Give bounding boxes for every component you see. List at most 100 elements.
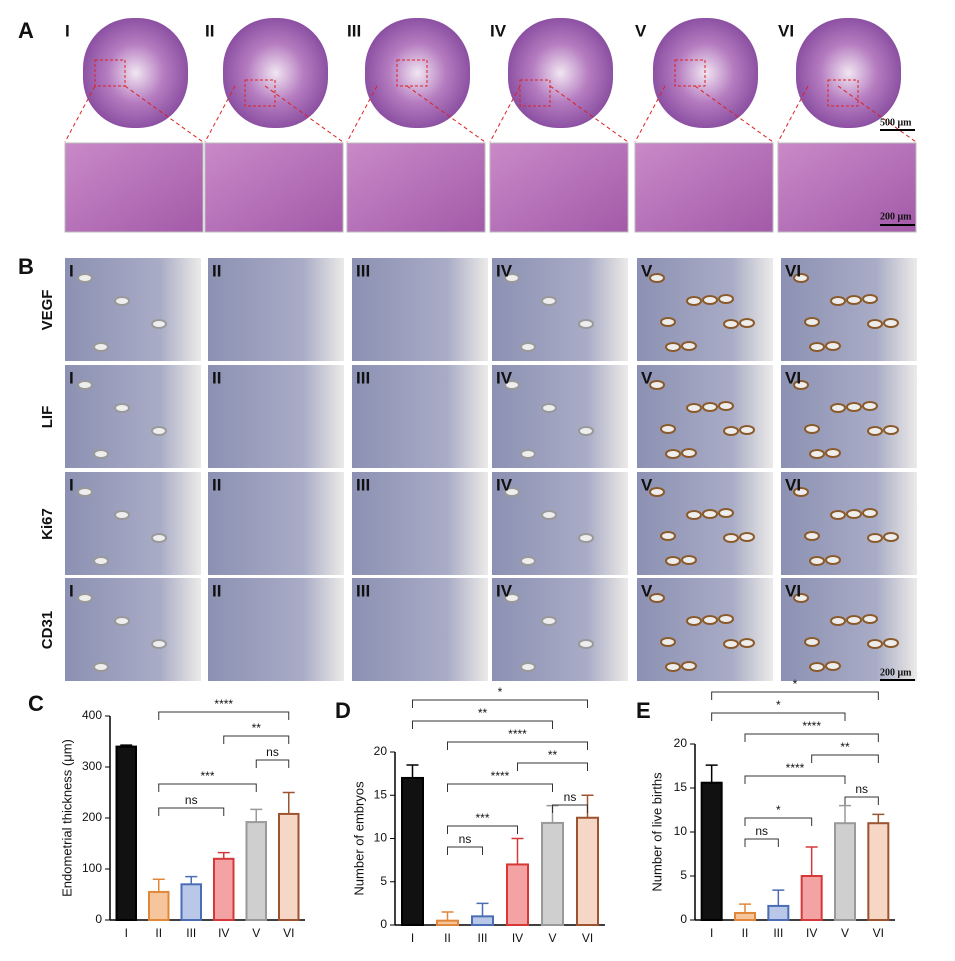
gland	[702, 295, 718, 305]
gland	[883, 318, 899, 328]
x-tick-label: III	[773, 926, 783, 940]
he-overview	[796, 18, 901, 128]
group-label: V	[635, 21, 647, 40]
y-tick-label: 20	[374, 744, 388, 758]
significance-bracket	[223, 735, 290, 744]
significance-label: ****	[786, 761, 805, 775]
gland	[739, 425, 755, 435]
significance-bracket	[158, 711, 290, 720]
gland	[93, 342, 109, 352]
gland	[793, 380, 809, 390]
error-bar	[441, 911, 454, 921]
zoom-line	[204, 85, 236, 143]
gland	[825, 661, 841, 671]
gland	[151, 319, 167, 329]
bar	[834, 822, 856, 922]
inset-box	[674, 59, 706, 87]
x-tick-label: VI	[582, 931, 593, 945]
x-tick-label: III	[477, 931, 487, 945]
gland	[723, 426, 739, 436]
gland	[867, 319, 883, 329]
y-tick-label: 0	[680, 912, 687, 926]
gland	[809, 556, 825, 566]
gland	[649, 487, 665, 497]
error-bar	[406, 764, 419, 778]
inset-box	[94, 59, 126, 87]
bar	[767, 904, 790, 921]
he-zoom	[346, 142, 486, 233]
significance-label: ***	[200, 769, 214, 783]
gland	[686, 403, 702, 413]
significance-label: ns	[266, 745, 279, 759]
y-axis-label: Number of live births	[649, 772, 664, 892]
gland	[114, 403, 130, 413]
panel-label: E	[636, 698, 651, 723]
inset-box	[519, 79, 551, 107]
ihc-image	[208, 258, 344, 361]
group-label: III	[356, 368, 370, 387]
x-tick-label: I	[125, 926, 128, 940]
gland	[804, 424, 820, 434]
gland	[665, 342, 681, 352]
gland	[114, 510, 130, 520]
error-bar	[217, 851, 230, 859]
y-tick-label: 300	[82, 759, 102, 773]
group-label: III	[356, 581, 370, 600]
significance-label: *	[776, 803, 781, 817]
significance-bracket	[744, 817, 813, 826]
group-label: I	[69, 368, 74, 387]
group-label: I	[69, 475, 74, 494]
gland	[504, 273, 520, 283]
panel-label: B	[18, 254, 34, 279]
inset-box	[244, 79, 276, 107]
gland	[686, 296, 702, 306]
zoom-line	[777, 85, 809, 143]
zoom-line	[264, 85, 344, 143]
y-tick-label: 5	[380, 874, 387, 888]
gland	[862, 294, 878, 304]
group-label: VI	[785, 581, 801, 600]
ihc-image	[208, 365, 344, 468]
y-tick-label: 0	[380, 917, 387, 931]
bar	[148, 890, 170, 922]
group-label: I	[69, 581, 74, 600]
bar	[700, 781, 723, 921]
gland	[739, 318, 755, 328]
gland	[649, 380, 665, 390]
zoom-line	[694, 85, 774, 143]
gland	[702, 615, 718, 625]
gland	[793, 593, 809, 603]
gland	[504, 487, 520, 497]
scale-label: 200 μm	[880, 211, 912, 222]
significance-bracket	[412, 720, 553, 729]
error-bar	[185, 875, 198, 885]
zoom-line	[549, 85, 629, 143]
significance-label: ****	[214, 697, 233, 711]
error-bar	[739, 903, 751, 913]
he-zoom	[64, 142, 204, 233]
bar	[436, 919, 459, 926]
gland	[151, 533, 167, 543]
gland	[809, 449, 825, 459]
significance-label: **	[840, 740, 850, 754]
gland	[114, 296, 130, 306]
gland	[825, 555, 841, 565]
gland	[723, 639, 739, 649]
panel-label: A	[18, 18, 34, 43]
gland	[578, 639, 594, 649]
gland	[883, 425, 899, 435]
gland	[846, 402, 862, 412]
gland	[723, 319, 739, 329]
significance-bracket	[744, 775, 846, 784]
group-label: II	[212, 475, 221, 494]
gland	[830, 510, 846, 520]
significance-bracket	[811, 754, 879, 763]
gland	[578, 426, 594, 436]
significance-label: ****	[491, 769, 510, 783]
gland	[825, 341, 841, 351]
group-label: IV	[490, 21, 507, 40]
group-label: IV	[496, 581, 513, 600]
scale-label: 200 μm	[880, 667, 912, 678]
bar	[471, 915, 494, 926]
bar	[576, 816, 599, 926]
